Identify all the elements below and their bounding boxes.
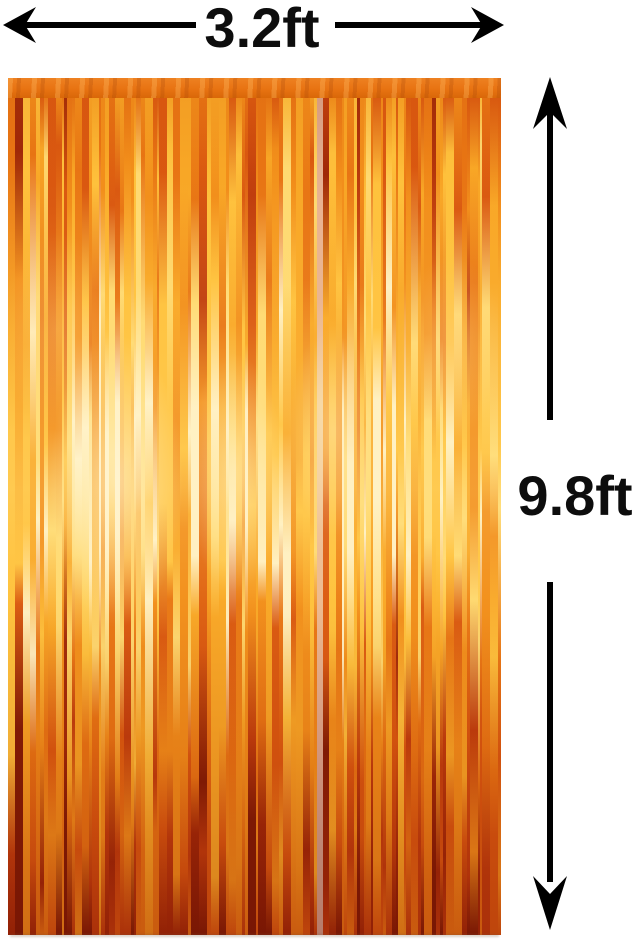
arrow-up-icon (533, 77, 567, 129)
fringe-strand (159, 94, 167, 935)
height-label: 9.8ft (517, 464, 632, 527)
curtain-header-band (8, 78, 501, 98)
fringe-strand (48, 94, 56, 935)
fringe-strand (82, 94, 89, 935)
fringe-strand (124, 94, 131, 935)
fringe-strand (303, 94, 310, 935)
fringe-strand (272, 94, 279, 935)
fringe-strand (92, 94, 99, 935)
fringe-strand (347, 94, 354, 935)
arrow-right-icon (471, 7, 504, 43)
fringe-strand (23, 94, 30, 935)
fringe-strand (490, 94, 498, 935)
fringe-strand (15, 94, 23, 935)
fringe-strand (283, 94, 291, 935)
fringe-strand (296, 94, 303, 935)
fringe-strand (199, 94, 207, 935)
fringe-strand (258, 94, 266, 935)
arrow-left-icon (3, 7, 36, 43)
fringe-strand (454, 94, 462, 935)
fringe-strand (75, 94, 82, 935)
fringe-strand (470, 94, 478, 935)
curtain-photo (8, 78, 501, 935)
fringe-strand (446, 94, 454, 935)
fringe-strand (180, 94, 188, 935)
fringe-strand (219, 94, 226, 935)
width-dimension-arrow: 3.2ft (3, 0, 504, 59)
fringe-strand (482, 94, 490, 935)
height-dimension-arrow: 9.8ft (517, 77, 633, 930)
fringe-strand (329, 94, 336, 935)
fringe-strand (8, 94, 15, 935)
fringe-strand (191, 94, 199, 935)
width-label: 3.2ft (204, 0, 319, 59)
fringe-strand (248, 94, 256, 935)
curtain-fringe (8, 94, 501, 935)
fringe-strand (411, 94, 418, 935)
fringe-strand (229, 94, 236, 935)
fringe-strand (173, 94, 180, 935)
fringe-strand (498, 94, 501, 935)
fringe-strand (424, 94, 432, 935)
fringe-strand (373, 94, 381, 935)
fringe-strand (145, 94, 153, 935)
arrow-down-icon (533, 876, 567, 930)
fringe-strand (211, 94, 219, 935)
